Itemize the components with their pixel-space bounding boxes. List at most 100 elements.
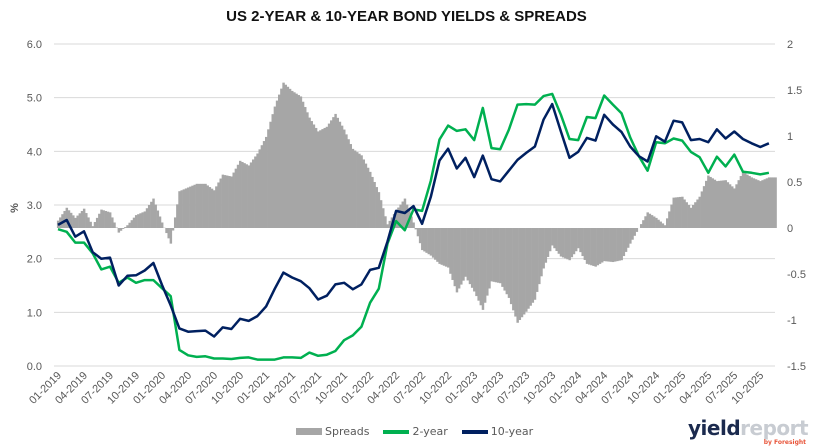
spread-bar	[603, 228, 606, 262]
spread-bar	[217, 182, 220, 228]
spread-bar	[574, 228, 578, 252]
spread-bar	[139, 213, 142, 228]
spread-bar	[184, 188, 188, 228]
spread-bar	[473, 228, 476, 292]
spread-bar	[143, 211, 147, 228]
spread-bar	[618, 228, 621, 261]
y2-tick-label: 1.5	[787, 85, 802, 97]
spread-bar	[282, 82, 285, 228]
spread-bar	[80, 210, 84, 228]
spread-bar	[388, 220, 392, 228]
spread-bar	[256, 153, 259, 228]
spread-bar	[314, 127, 318, 228]
spread-bar	[464, 228, 467, 277]
spread-bar	[182, 189, 186, 228]
spread-bar	[412, 222, 415, 228]
spread-bar	[709, 176, 712, 228]
spread-bar	[483, 228, 487, 303]
spread-bar	[429, 228, 433, 256]
y-tick-label: 4.0	[27, 146, 42, 158]
spread-bar	[436, 228, 439, 262]
spread-bar	[304, 107, 307, 228]
spread-bar	[718, 180, 721, 228]
spread-bar	[440, 228, 444, 265]
spread-bar	[657, 219, 660, 228]
spread-bar	[299, 96, 303, 228]
spread-bar	[87, 217, 90, 228]
spread-bar	[334, 113, 337, 228]
spread-bar	[642, 220, 645, 228]
spread-bar	[278, 94, 281, 228]
spread-bar	[772, 177, 775, 228]
legend-item-10-year: 10-year	[461, 425, 533, 438]
spread-bar	[221, 174, 225, 228]
spread-bar	[659, 221, 662, 228]
spread-bar	[501, 228, 504, 287]
spread-bar	[234, 168, 238, 228]
spread-bar	[65, 207, 69, 228]
spread-bar	[275, 100, 279, 228]
spread-bar	[494, 228, 498, 283]
spread-bar	[141, 212, 144, 228]
spread-bar	[362, 159, 366, 228]
spread-bar	[104, 210, 108, 228]
spread-bar	[568, 228, 571, 261]
spread-bar	[572, 228, 576, 255]
spread-bar	[431, 228, 435, 258]
spread-bar	[414, 228, 418, 230]
spread-bar	[525, 228, 528, 312]
spread-bar	[533, 228, 537, 300]
spread-bar	[691, 205, 695, 228]
spread-bar	[622, 228, 626, 257]
spread-bar	[108, 212, 112, 228]
spread-bar	[375, 187, 379, 228]
spread-bar	[635, 228, 639, 232]
spread-bar	[728, 184, 732, 228]
spread-bar	[373, 182, 376, 228]
spread-bar	[620, 228, 623, 261]
spread-bar	[132, 217, 136, 228]
spread-bar	[113, 222, 116, 228]
spread-bar	[251, 159, 255, 228]
spread-bar	[481, 228, 485, 310]
yieldreport-logo: yieldreport by Foresight	[688, 416, 809, 446]
spread-bar	[761, 180, 764, 228]
spread-bar	[67, 210, 71, 228]
spread-bar	[421, 228, 424, 251]
spread-bar	[128, 222, 131, 228]
spread-bar	[670, 204, 673, 228]
spread-bar	[624, 228, 628, 252]
spread-bar	[733, 188, 736, 228]
spread-bar	[254, 156, 257, 228]
spread-bar	[444, 228, 448, 267]
spread-bar	[475, 228, 478, 297]
spread-bar	[405, 204, 409, 228]
spread-bar	[616, 228, 619, 262]
spread-bar	[724, 180, 727, 228]
spread-bar	[689, 207, 693, 228]
spread-bar	[631, 228, 634, 240]
spread-bar	[713, 179, 717, 228]
y-tick-label: 3.0	[27, 200, 42, 212]
spread-bar	[672, 197, 675, 228]
spread-bar	[63, 210, 66, 228]
spread-bar	[611, 228, 615, 263]
spread-bar	[215, 186, 218, 228]
spread-bar	[590, 228, 593, 266]
series-line-10-year	[57, 102, 770, 338]
logo-text: yield	[688, 416, 741, 440]
series-line-2-year	[57, 92, 770, 361]
spread-bar	[152, 198, 155, 228]
spread-bar	[358, 153, 361, 228]
spread-bar	[169, 228, 173, 244]
spread-bar	[722, 180, 725, 228]
spread-bar	[496, 228, 500, 283]
spread-bar	[700, 191, 704, 228]
y2-tick-label: -1.5	[787, 361, 806, 373]
spread-bar	[629, 228, 632, 244]
spread-bar	[715, 181, 719, 228]
spread-bar	[564, 228, 567, 259]
spread-bar	[69, 212, 73, 228]
